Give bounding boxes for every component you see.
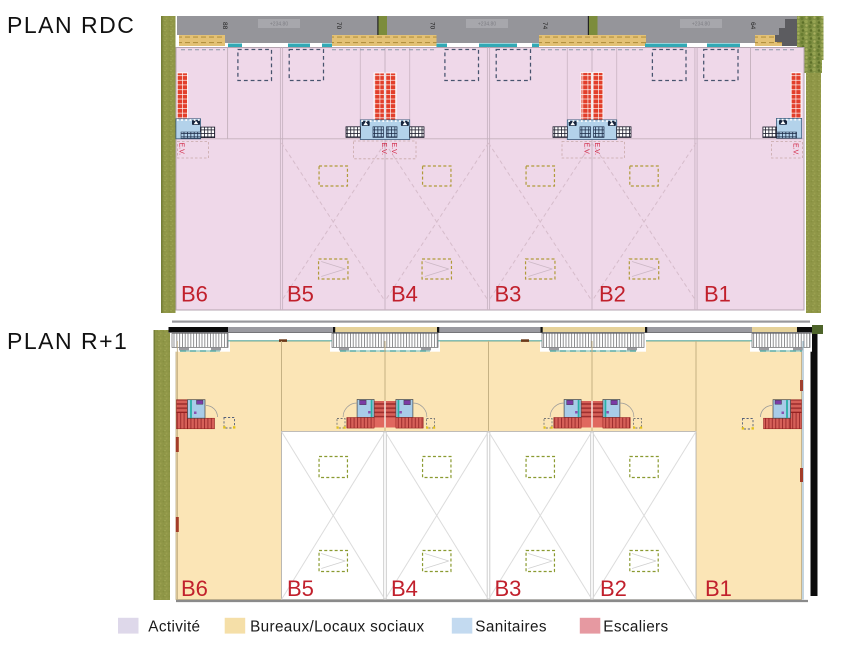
svg-text:70: 70	[335, 22, 342, 30]
svg-text:B6: B6	[181, 576, 208, 601]
svg-text:B2: B2	[600, 576, 627, 601]
svg-text:E.V.: E.V.	[593, 143, 600, 156]
svg-text:PLAN R+1: PLAN R+1	[7, 328, 128, 354]
svg-text:+234.80: +234.80	[478, 22, 496, 28]
svg-text:E.V.: E.V.	[178, 143, 185, 156]
svg-text:Sanitaires: Sanitaires	[475, 619, 547, 636]
svg-text:E.V.: E.V.	[792, 143, 799, 156]
svg-text:B3: B3	[495, 282, 522, 307]
svg-text:64: 64	[749, 22, 756, 30]
svg-text:B1: B1	[704, 282, 731, 307]
svg-text:+234.80: +234.80	[270, 22, 288, 28]
svg-text:Escaliers: Escaliers	[603, 619, 668, 636]
svg-text:E.V.: E.V.	[390, 143, 397, 156]
svg-text:E.V.: E.V.	[583, 143, 590, 156]
svg-text:Activité: Activité	[148, 619, 200, 636]
svg-text:B5: B5	[287, 576, 314, 601]
svg-text:88: 88	[221, 22, 228, 30]
svg-text:+234.80: +234.80	[692, 22, 710, 28]
svg-text:B3: B3	[495, 576, 522, 601]
svg-text:B4: B4	[391, 282, 418, 307]
svg-text:B6: B6	[181, 282, 208, 307]
svg-text:B2: B2	[599, 282, 626, 307]
svg-text:B4: B4	[391, 576, 418, 601]
svg-text:74: 74	[541, 22, 548, 30]
svg-text:B1: B1	[705, 576, 732, 601]
svg-text:70: 70	[429, 22, 436, 30]
svg-text:PLAN RDC: PLAN RDC	[7, 12, 135, 38]
svg-text:Bureaux/Locaux sociaux: Bureaux/Locaux sociaux	[250, 619, 424, 636]
svg-text:B5: B5	[287, 282, 314, 307]
svg-text:E.V.: E.V.	[380, 143, 387, 156]
